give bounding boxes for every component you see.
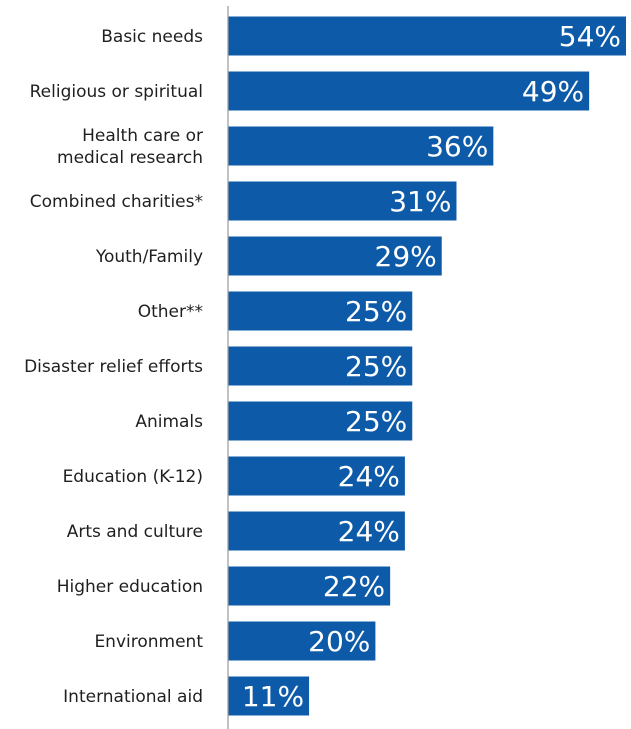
category-label: medical research bbox=[57, 148, 203, 168]
bar bbox=[228, 236, 442, 276]
bar bbox=[228, 71, 590, 111]
bar bbox=[228, 456, 405, 496]
category-label: International aid bbox=[63, 687, 203, 707]
value-label: 20% bbox=[308, 625, 370, 658]
category-label: Environment bbox=[94, 632, 203, 652]
bar bbox=[228, 16, 626, 56]
value-label: 36% bbox=[426, 130, 488, 163]
category-label: Higher education bbox=[57, 577, 203, 597]
category-label: Religious or spiritual bbox=[30, 82, 203, 102]
bar bbox=[228, 511, 405, 551]
category-label: Arts and culture bbox=[67, 522, 203, 542]
value-label: 24% bbox=[338, 515, 400, 548]
value-label: 25% bbox=[345, 350, 407, 383]
value-label: 24% bbox=[338, 460, 400, 493]
category-label: Health care or bbox=[82, 126, 203, 146]
value-label: 11% bbox=[242, 680, 304, 713]
bar bbox=[228, 291, 413, 331]
value-label: 29% bbox=[375, 240, 437, 273]
category-label: Combined charities* bbox=[30, 192, 203, 212]
value-label: 54% bbox=[559, 20, 621, 53]
category-label: Animals bbox=[135, 412, 203, 432]
bar bbox=[228, 676, 310, 716]
bars-group bbox=[228, 16, 626, 716]
category-label: Education (K-12) bbox=[63, 467, 203, 487]
value-label: 49% bbox=[522, 75, 584, 108]
value-label: 25% bbox=[345, 405, 407, 438]
value-label: 22% bbox=[323, 570, 385, 603]
bar bbox=[228, 346, 413, 386]
value-label: 31% bbox=[389, 185, 451, 218]
bar bbox=[228, 126, 494, 166]
category-label: Basic needs bbox=[101, 27, 203, 47]
category-label: Youth/Family bbox=[95, 247, 203, 267]
value-label: 25% bbox=[345, 295, 407, 328]
category-label: Disaster relief efforts bbox=[24, 357, 203, 377]
category-labels-group: Basic needs Religious or spiritual Health … bbox=[24, 27, 203, 707]
bar bbox=[228, 566, 391, 606]
bar bbox=[228, 401, 413, 441]
value-labels-group: 54% 49% 36% 31% 29% 25% 25% 25% 24% 24% 22% 20%11% bbox=[242, 20, 621, 713]
bar bbox=[228, 621, 376, 661]
bar bbox=[228, 181, 457, 221]
category-label: Other** bbox=[138, 302, 203, 322]
